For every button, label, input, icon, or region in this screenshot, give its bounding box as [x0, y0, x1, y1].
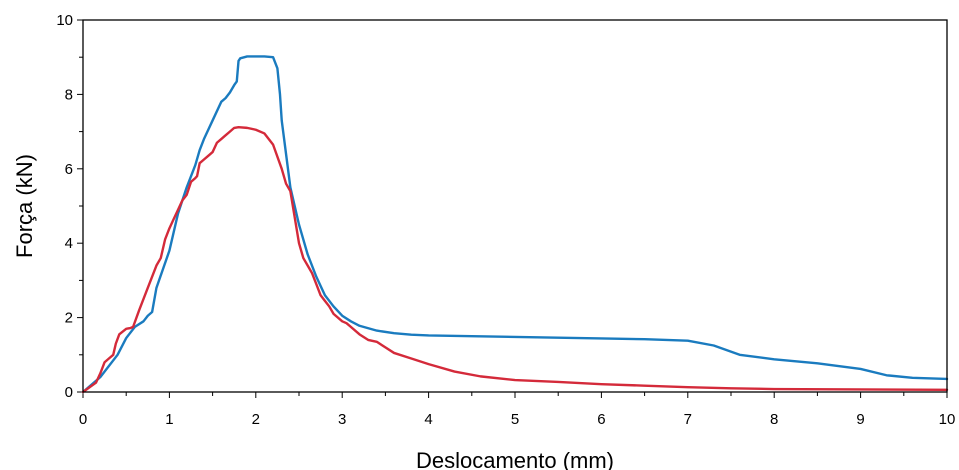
x-tick-label: 4: [424, 411, 432, 428]
x-tick-label: 6: [597, 411, 605, 428]
y-tick-label: 2: [65, 310, 73, 327]
y-tick-label: 4: [65, 235, 73, 252]
x-tick-label: 2: [252, 411, 260, 428]
y-tick-label: 0: [65, 384, 73, 401]
x-tick-label: 0: [79, 411, 87, 428]
x-tick-label: 8: [770, 411, 778, 428]
series-line-1: [81, 55, 949, 394]
x-tick-label: 7: [684, 411, 692, 428]
x-tick-label: 9: [856, 411, 864, 428]
x-axis-title: Deslocamento (mm): [416, 448, 614, 470]
y-axis-title: Força (kN): [12, 154, 37, 258]
y-tick-label: 10: [56, 12, 73, 29]
tick-labels-layer: 0 1 2 3 4 5 6 7 8 9 10 0 2 4 6 8 10: [56, 12, 955, 428]
y-tick-label: 6: [65, 161, 73, 178]
plot-frame: [82, 19, 948, 393]
series-line-2: [81, 125, 949, 394]
series-layer: [81, 55, 949, 394]
x-tick-label: 1: [165, 411, 173, 428]
ticks-layer: [77, 19, 948, 398]
y-tick-label: 8: [65, 86, 73, 103]
x-tick-label: 5: [511, 411, 519, 428]
x-tick-label: 3: [338, 411, 346, 428]
x-tick-label: 10: [939, 411, 956, 428]
